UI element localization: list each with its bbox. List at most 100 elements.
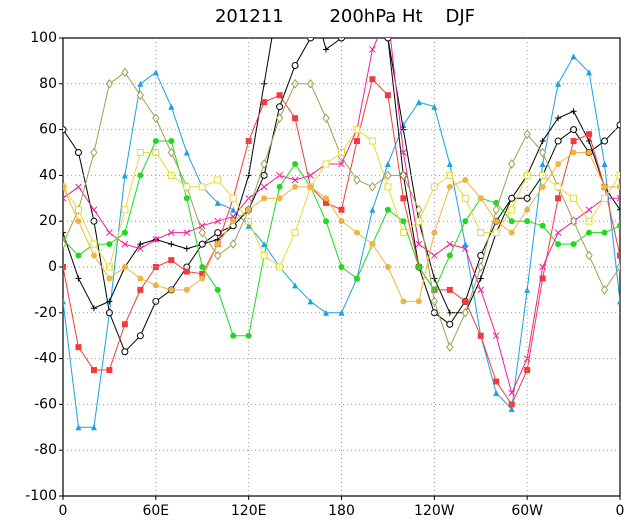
marker — [554, 229, 562, 237]
marker — [63, 229, 66, 236]
marker — [570, 194, 578, 202]
marker — [199, 275, 206, 282]
marker — [137, 275, 144, 282]
marker — [63, 194, 67, 202]
marker — [90, 424, 97, 431]
marker — [368, 137, 376, 145]
marker — [508, 159, 516, 169]
chart-title: 201211 200hPa Ht DJF — [215, 6, 475, 27]
marker — [291, 229, 299, 237]
marker — [508, 194, 516, 202]
y-tick-label: -40 — [34, 351, 57, 367]
marker — [105, 263, 113, 271]
marker — [152, 297, 160, 305]
marker — [384, 160, 391, 167]
marker — [183, 183, 191, 191]
marker — [508, 229, 515, 236]
marker — [555, 115, 562, 122]
marker — [183, 245, 190, 252]
marker — [230, 206, 237, 213]
marker — [617, 222, 620, 229]
marker — [214, 217, 222, 225]
marker — [415, 298, 422, 305]
marker — [323, 199, 330, 206]
marker — [461, 307, 469, 318]
marker — [168, 257, 175, 264]
marker — [292, 115, 299, 122]
marker — [261, 241, 268, 248]
marker — [261, 99, 268, 106]
y-tick-label: 20 — [39, 213, 57, 229]
marker — [137, 286, 144, 293]
marker — [415, 264, 422, 270]
marker — [555, 80, 562, 87]
marker — [75, 183, 82, 191]
marker — [230, 218, 237, 225]
marker — [75, 424, 82, 431]
marker — [415, 204, 423, 215]
marker — [90, 367, 97, 374]
y-tick-label: 60 — [39, 122, 57, 138]
marker — [121, 348, 129, 356]
marker — [616, 194, 620, 202]
marker — [137, 172, 144, 179]
marker — [183, 229, 191, 237]
marker — [276, 92, 283, 99]
marker — [338, 218, 345, 225]
marker — [400, 149, 407, 156]
marker — [524, 206, 531, 213]
marker — [245, 172, 252, 179]
marker — [446, 240, 454, 248]
marker — [400, 298, 407, 305]
marker — [508, 389, 516, 397]
marker — [477, 195, 484, 202]
y-tick-label: -100 — [25, 488, 57, 504]
marker — [245, 332, 252, 339]
marker — [446, 183, 453, 190]
marker — [477, 286, 485, 294]
marker — [106, 241, 113, 248]
marker — [600, 285, 609, 295]
marker — [106, 367, 113, 374]
marker — [323, 218, 330, 225]
marker — [74, 149, 82, 156]
marker — [462, 176, 469, 183]
marker — [353, 175, 361, 185]
marker — [229, 194, 237, 202]
marker — [492, 332, 500, 340]
marker — [183, 149, 190, 156]
marker — [121, 172, 128, 179]
marker — [121, 206, 129, 214]
marker — [353, 275, 360, 282]
marker — [136, 332, 144, 340]
y-tick-label: 80 — [39, 76, 57, 92]
marker — [539, 147, 547, 158]
marker — [167, 229, 175, 237]
marker — [616, 262, 620, 272]
marker — [570, 241, 577, 248]
marker — [90, 240, 98, 248]
marker — [586, 69, 593, 76]
marker — [90, 206, 98, 214]
marker — [198, 183, 206, 191]
marker — [353, 229, 360, 236]
marker — [136, 149, 144, 156]
marker — [369, 46, 376, 53]
x-tick-label: 60W — [511, 503, 543, 519]
marker — [152, 236, 160, 243]
y-tick-label: -60 — [34, 396, 57, 412]
marker — [477, 229, 485, 237]
marker — [617, 298, 620, 305]
marker — [462, 241, 469, 248]
marker — [121, 264, 128, 270]
marker — [137, 80, 144, 87]
marker — [616, 121, 620, 129]
marker — [276, 195, 283, 202]
marker — [384, 92, 391, 99]
marker — [168, 103, 175, 110]
marker — [462, 298, 469, 305]
y-tick-label: -80 — [34, 442, 57, 458]
marker — [322, 160, 330, 168]
marker — [585, 250, 593, 261]
x-tick-label: 0 — [616, 503, 625, 519]
